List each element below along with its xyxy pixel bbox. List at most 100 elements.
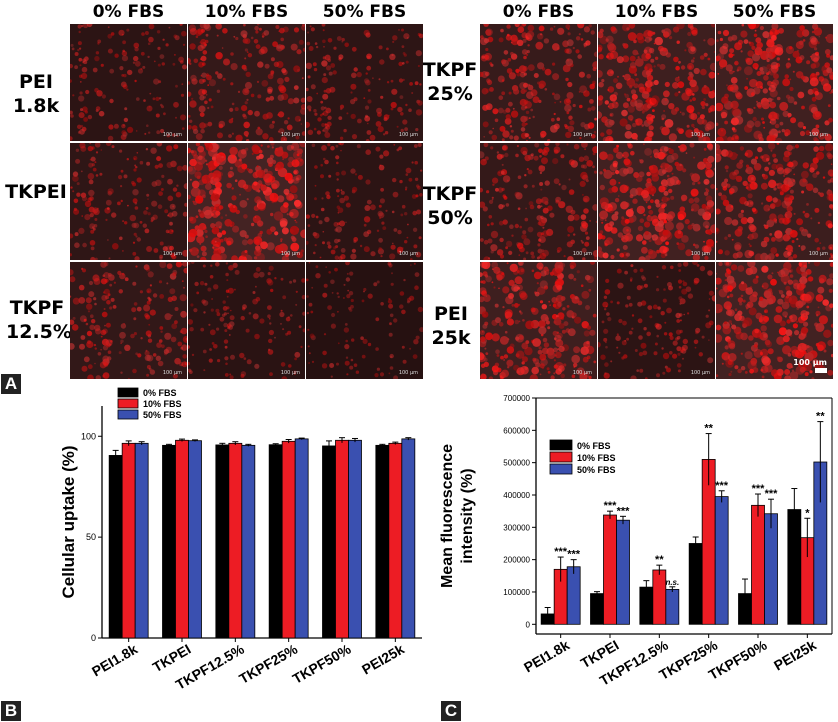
x-tick-label: PEI1.8k <box>521 637 572 676</box>
y-tick-label: 0 <box>91 633 96 643</box>
micrograph-tile: 100 µm <box>598 262 715 379</box>
bar <box>134 442 149 639</box>
y-axis-label: intensity (%) <box>459 468 476 563</box>
bar <box>751 504 765 625</box>
scale-bar-label: 100 µm <box>793 358 827 367</box>
bar <box>108 455 123 639</box>
micrograph-tile: 100 µm <box>306 143 423 260</box>
scale-bar-line <box>815 368 827 373</box>
col-header: 10% FBS <box>204 2 289 22</box>
row-label-line: TKPF <box>422 59 478 81</box>
significance-mark: n.s. <box>665 578 679 587</box>
bar <box>121 442 136 639</box>
row-label-line: 50% <box>427 207 473 229</box>
scale-bar-label: 100 µm <box>162 132 182 138</box>
scale-bar-label: 100 µm <box>808 251 828 257</box>
micrograph-tile: 100 µm <box>188 262 305 379</box>
micrograph-tile: 100 µm <box>306 24 423 141</box>
col-header: 50% FBS <box>732 2 817 22</box>
bar <box>401 438 416 639</box>
y-tick-label: 300000 <box>503 523 530 532</box>
bar <box>188 440 202 639</box>
scale-bar-label: 100 µm <box>280 370 300 376</box>
panel-label-a: A <box>1 374 21 394</box>
micrograph-tile: 100 µm <box>70 143 187 260</box>
panel-label-c: C <box>441 701 461 721</box>
y-tick-label: 200000 <box>503 556 530 565</box>
bar <box>388 442 403 639</box>
significance-mark: *** <box>765 488 779 500</box>
col-header: 0% FBS <box>502 2 575 22</box>
chart-c: 0 100000 200000 300000 400000 500000 600000 700… <box>439 394 833 689</box>
scale-bar-label: 100 µm <box>572 370 592 376</box>
scale-bar-label: 100 µm <box>690 132 710 138</box>
y-axis-label: Mean fluorescence <box>439 444 456 588</box>
micrograph-tile: 100 µm <box>716 262 833 379</box>
legend-swatch <box>117 409 139 420</box>
x-tick-label: PEI25k <box>359 641 407 678</box>
significance-mark: *** <box>617 505 631 517</box>
legend-label: 10% FBS <box>577 453 616 463</box>
bar <box>294 438 309 639</box>
legend-swatch <box>549 451 573 463</box>
y-tick-label: 700000 <box>503 394 530 403</box>
row-label-line: PEI <box>434 303 468 325</box>
significance-mark: * <box>805 507 810 519</box>
row-label-line: 25% <box>427 83 473 105</box>
significance-mark: ** <box>655 554 664 566</box>
legend-label: 50% FBS <box>577 465 616 475</box>
bar <box>162 444 176 639</box>
row-label-line: TKPF <box>9 297 65 319</box>
micrograph-tile: 100 µm <box>188 24 305 141</box>
significance-mark: *** <box>752 483 766 495</box>
bar <box>215 444 230 639</box>
bar <box>322 445 336 639</box>
col-header: 10% FBS <box>614 2 699 22</box>
micrograph-tile: 100 µm <box>480 143 597 260</box>
micrograph-tile: 100 µm <box>70 262 187 379</box>
x-tick-label: TKPF50% <box>290 640 354 686</box>
legend-label: 50% FBS <box>143 410 182 420</box>
legend-swatch <box>117 387 139 398</box>
row-label-tkpf-50: TKPF 50% <box>422 182 478 230</box>
panel-label-b: B <box>1 701 21 721</box>
micrograph-tile: 100 µm <box>716 143 833 260</box>
significance-mark: *** <box>554 546 568 558</box>
bar <box>616 519 630 625</box>
micrograph-tile: 100 µm <box>716 24 833 141</box>
row-label-tkpf-25: TKPF 25% <box>422 58 478 106</box>
legend-swatch <box>117 398 139 409</box>
row-label-line: TKPEI <box>5 181 67 203</box>
scale-bar-label: 100 µm <box>162 251 182 257</box>
scale-bar-label: 100 µm <box>280 251 300 257</box>
scale-bar-label: 100 µm <box>808 132 828 138</box>
row-label-tkpei: TKPEI <box>4 180 68 204</box>
col-header: 50% FBS <box>322 2 407 22</box>
bar <box>348 439 362 639</box>
scale-bar-label: 100 µm <box>398 370 418 376</box>
row-label-pei-25k: PEI 25k <box>426 302 476 350</box>
bar <box>652 569 667 625</box>
scale-bar-label: 100 µm <box>572 132 592 138</box>
scale-bar-label: 100 µm <box>572 251 592 257</box>
bar <box>281 440 296 639</box>
bar <box>590 593 604 625</box>
row-label-line: 1.8k <box>12 95 60 117</box>
y-tick-label: 100000 <box>503 588 530 597</box>
significance-mark: ** <box>704 423 713 435</box>
bar <box>764 513 778 625</box>
x-tick-label: PEI1.8k <box>89 641 140 680</box>
row-label-pei-1-8k: PEI 1.8k <box>6 70 66 118</box>
row-label-line: 25k <box>431 327 471 349</box>
row-label-line: 12.5% <box>6 321 72 343</box>
y-tick-label: 50 <box>86 532 96 542</box>
scale-bar: 100 µm <box>793 358 827 373</box>
bar <box>665 588 680 625</box>
scale-bar-label: 100 µm <box>280 132 300 138</box>
row-label-line: PEI <box>19 71 53 93</box>
legend-swatch <box>549 439 573 451</box>
y-tick-label: 400000 <box>503 491 530 500</box>
legend-label: 0% FBS <box>143 388 177 398</box>
significance-mark: ** <box>816 411 825 423</box>
scale-bar-label: 100 µm <box>690 251 710 257</box>
